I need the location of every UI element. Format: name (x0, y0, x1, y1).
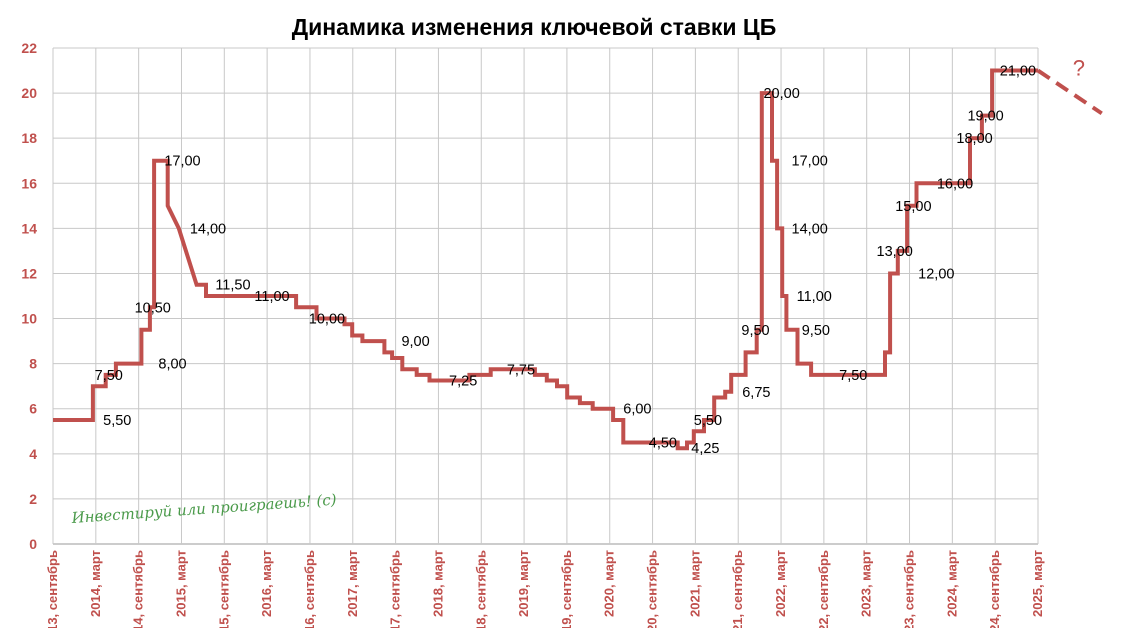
data-label: 6,75 (742, 385, 770, 401)
y-tick-label: 8 (29, 356, 37, 372)
x-tick-label: 2018, сентябрь (473, 550, 488, 628)
x-tick-label: 2019, сентябрь (559, 550, 574, 628)
data-labels: 7,505,5010,508,0017,0014,0011,5011,0010,… (95, 64, 1036, 458)
data-label: 5,50 (694, 413, 722, 429)
x-tick-label: 2022, сентябрь (816, 550, 831, 628)
data-label: 7,25 (449, 374, 477, 390)
forecast-label: ? (1073, 56, 1085, 81)
x-tick-label: 2023, март (859, 550, 874, 617)
x-tick-label: 2021, март (687, 550, 702, 617)
data-label: 18,00 (956, 131, 992, 147)
data-label: 16,00 (937, 176, 973, 192)
data-label: 9,50 (741, 323, 769, 339)
data-label: 19,00 (967, 109, 1003, 125)
data-label: 8,00 (158, 357, 186, 373)
y-tick-label: 6 (29, 401, 37, 417)
data-label: 15,00 (895, 199, 931, 215)
data-label: 20,00 (763, 86, 799, 102)
x-tick-label: 2023, сентябрь (902, 550, 917, 628)
x-tick-label: 2014, сентябрь (131, 550, 146, 628)
data-label: 12,00 (918, 266, 954, 282)
x-tick-label: 2021, сентябрь (730, 550, 745, 628)
data-label: 11,00 (797, 289, 832, 305)
data-label: 11,00 (254, 289, 289, 305)
x-tick-label: 2022, март (773, 550, 788, 617)
y-tick-label: 12 (21, 265, 37, 281)
data-label: 21,00 (1000, 64, 1036, 80)
y-tick-label: 18 (21, 130, 37, 146)
y-axis: 0 2 4 6 8 10 12 14 16 18 20 22 (21, 40, 37, 552)
data-label: 14,00 (190, 221, 226, 237)
y-tick-label: 2 (29, 491, 37, 507)
y-tick-label: 4 (29, 446, 37, 462)
forecast-line (1036, 68, 1103, 116)
x-tick-label: 2025, март (1030, 550, 1045, 617)
data-label: 17,00 (792, 154, 828, 170)
y-tick-label: 16 (21, 175, 37, 191)
data-label: 14,00 (792, 221, 828, 237)
data-label: 7,50 (839, 368, 867, 384)
y-tick-label: 14 (21, 220, 37, 236)
data-label: 10,50 (135, 300, 171, 316)
data-label: 13,00 (877, 244, 913, 260)
y-tick-label: 10 (21, 311, 37, 327)
x-tick-label: 2018, март (430, 550, 445, 617)
data-label: 9,00 (401, 334, 429, 350)
y-tick-label: 0 (29, 536, 37, 552)
data-label: 7,75 (507, 362, 535, 378)
data-label: 4,50 (649, 436, 677, 452)
chart-title: Динамика изменения ключевой ставки ЦБ (292, 14, 776, 40)
x-tick-label: 2017, сентябрь (388, 550, 403, 628)
x-tick-label: 2013, сентябрь (45, 550, 60, 628)
x-tick-label: 2020, сентябрь (645, 550, 660, 628)
x-tick-label: 2015, март (173, 550, 188, 617)
x-tick-label: 2016, март (259, 550, 274, 617)
x-tick-label: 2019, март (516, 550, 531, 617)
annotation-text: Инвестируй или проиграешь! (с) (70, 491, 337, 528)
data-label: 7,50 (95, 368, 123, 384)
rate-line (53, 68, 1038, 451)
x-tick-label: 2017, март (345, 550, 360, 617)
data-label: 6,00 (623, 402, 651, 418)
x-tick-label: 2024, март (944, 550, 959, 617)
data-label: 5,50 (103, 413, 131, 429)
y-tick-label: 22 (21, 40, 37, 56)
series-key-rate: ? (53, 56, 1103, 451)
data-label: 17,00 (164, 154, 200, 170)
x-tick-label: 2014, март (88, 550, 103, 617)
x-axis: 2013, сентябрь 2014, март 2014, сентябрь 20… (45, 550, 1045, 628)
data-label: 4,25 (691, 441, 719, 457)
data-label: 10,00 (309, 312, 345, 328)
data-label: 9,50 (802, 323, 830, 339)
y-tick-label: 20 (21, 85, 37, 101)
x-tick-label: 2020, март (602, 550, 617, 617)
x-tick-label: 2015, сентябрь (216, 550, 231, 628)
x-tick-label: 2016, сентябрь (302, 550, 317, 628)
x-tick-label: 2024, сентябрь (987, 550, 1002, 628)
data-label: 11,50 (215, 278, 250, 294)
